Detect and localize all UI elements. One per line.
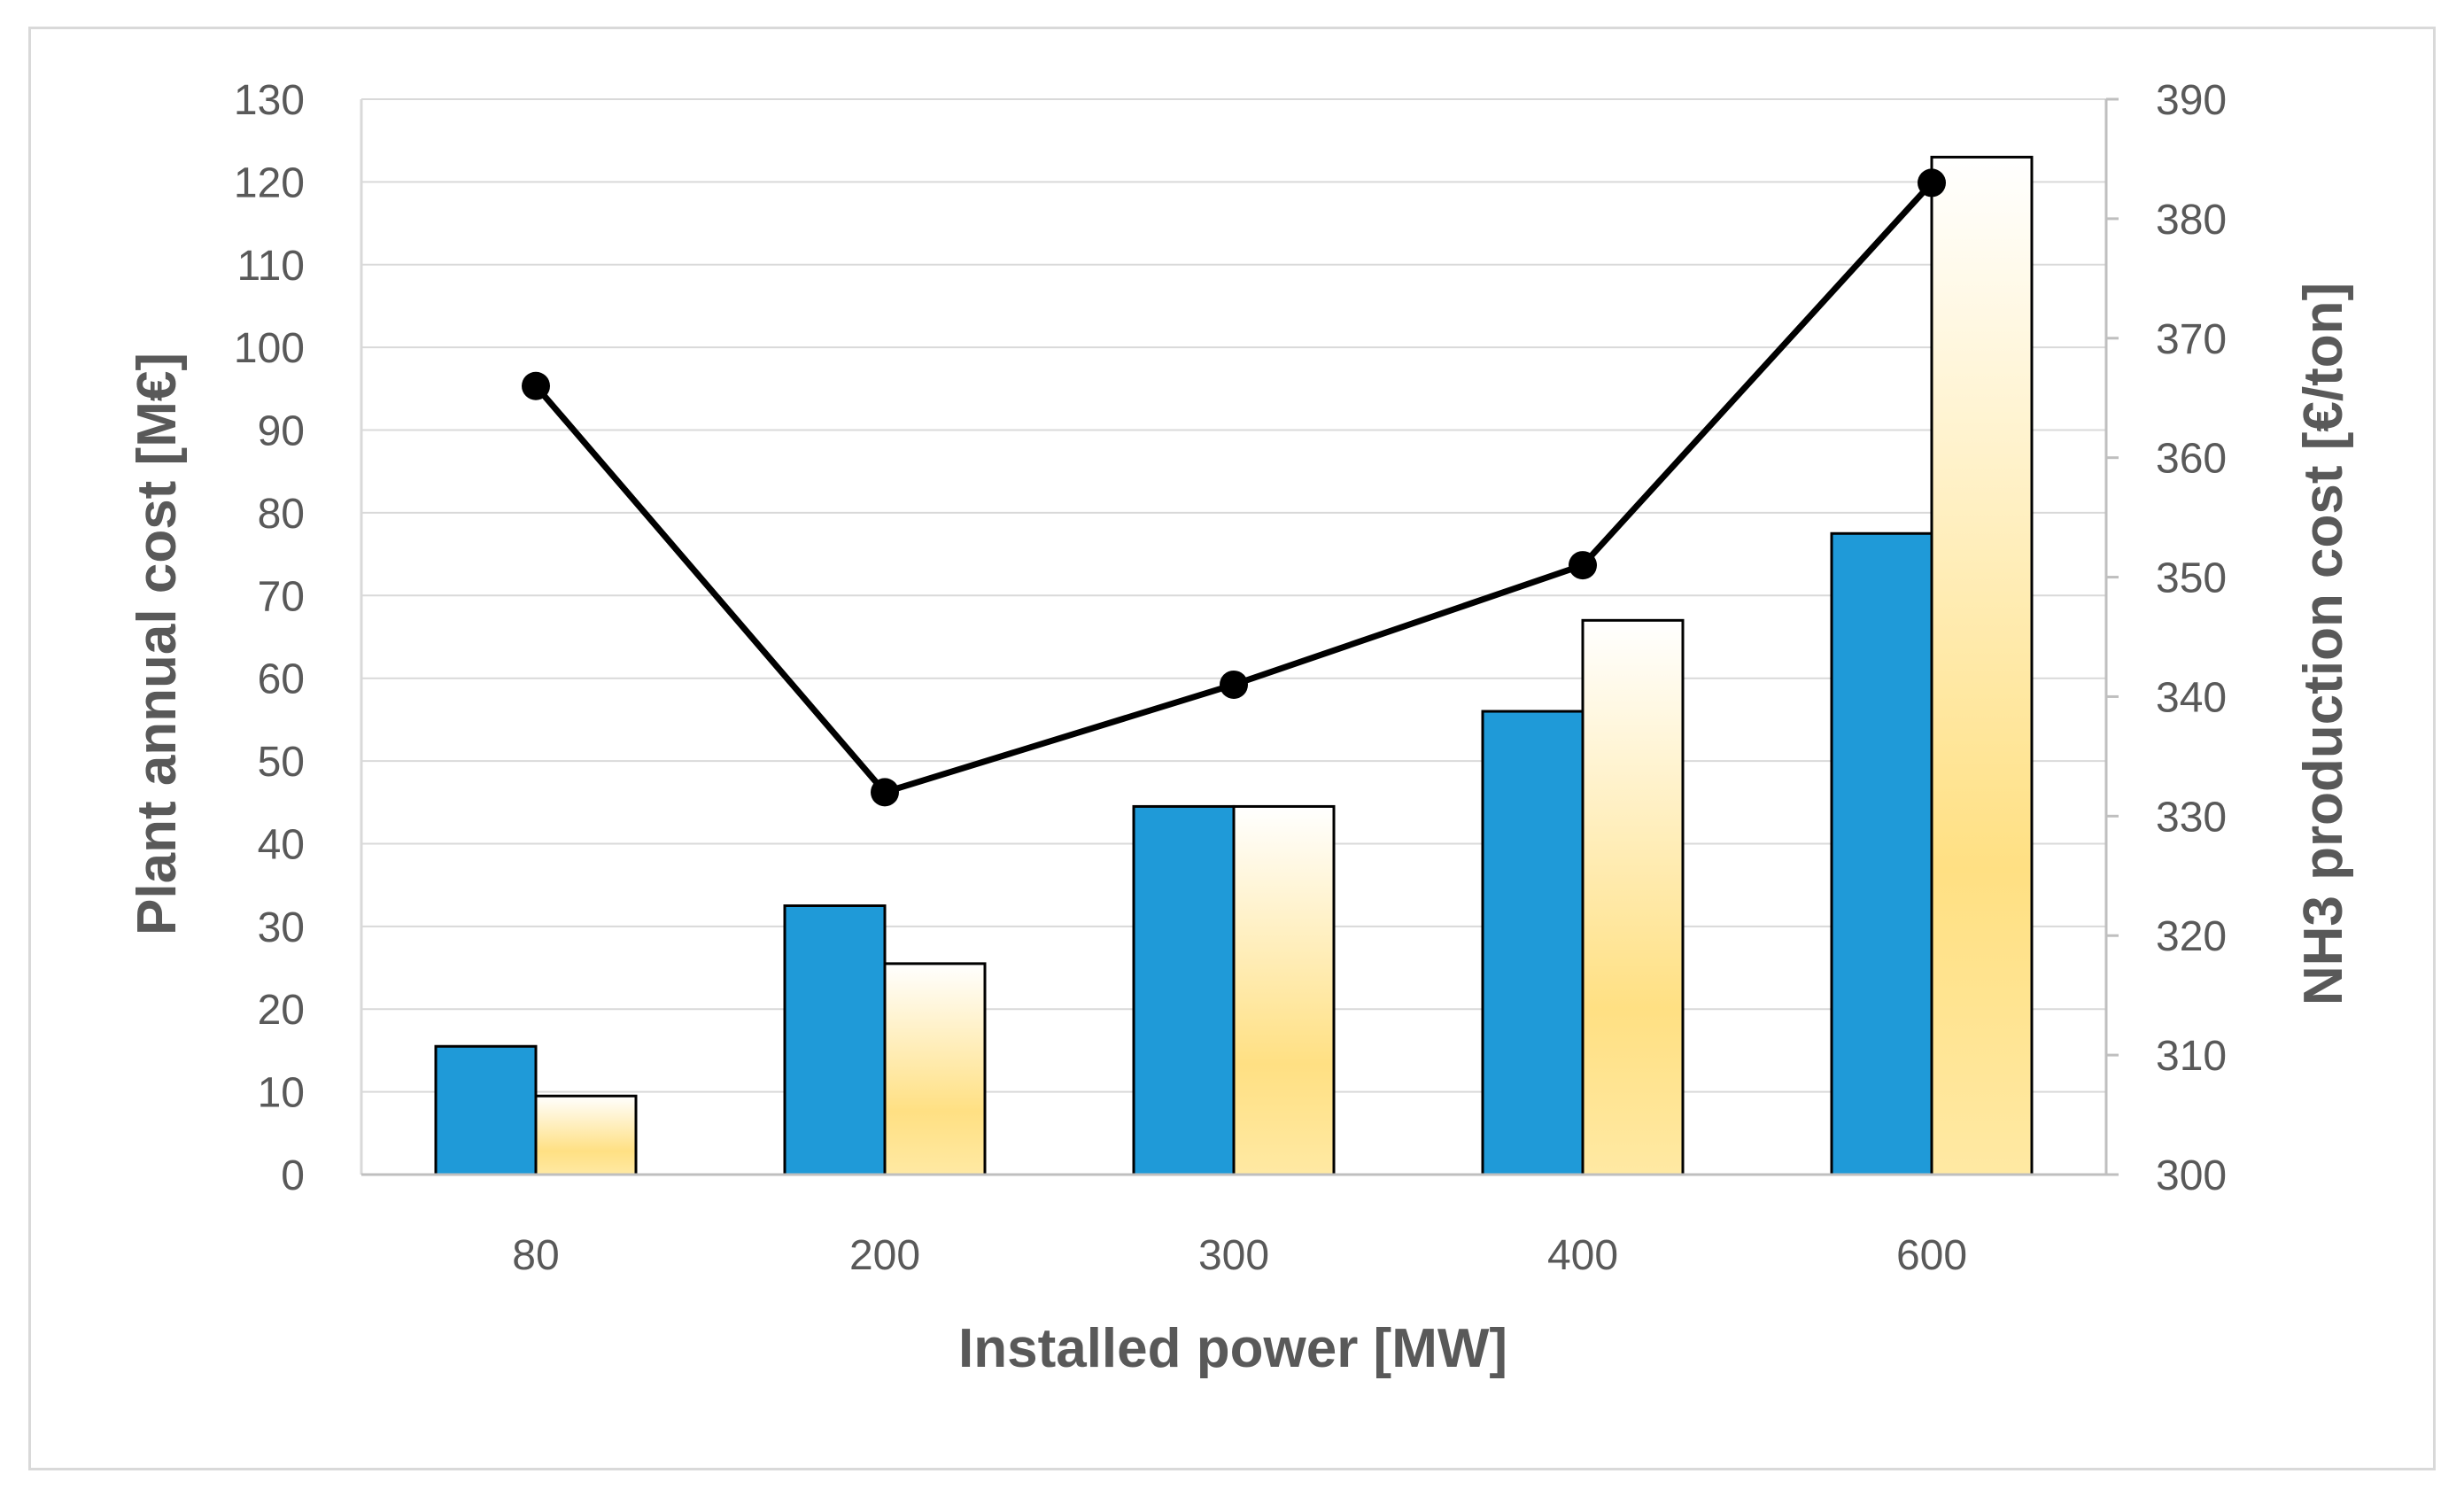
line-point [871, 778, 899, 807]
bar-series2 [534, 1094, 638, 1176]
y-left-tick-label: 10 [258, 1070, 305, 1117]
y-left-tick-label: 100 [234, 325, 305, 372]
y-left-tick-label: 30 [258, 904, 305, 951]
bar-series2 [1581, 618, 1685, 1176]
y-left-tick-label: 40 [258, 821, 305, 868]
bar-series1 [1830, 531, 1933, 1176]
y-right-tick-label: 320 [2156, 913, 2227, 960]
bar-series1 [783, 904, 887, 1176]
bar-series2 [1232, 804, 1336, 1176]
y-left-tick-label: 60 [258, 656, 305, 703]
axes [360, 97, 2119, 1176]
y-right-tick-label: 380 [2156, 197, 2227, 244]
y-left-tick-label: 70 [258, 573, 305, 620]
y-left-tick-label: 50 [258, 739, 305, 786]
line-point [1220, 670, 1248, 699]
line-point [1569, 551, 1597, 580]
chart-frame [28, 27, 2436, 1470]
x-tick-label: 300 [1198, 1232, 1269, 1279]
bar-series2 [1930, 155, 2034, 1176]
x-tick-label: 400 [1547, 1232, 1618, 1279]
bars [434, 155, 2034, 1176]
y-right-tick-label: 390 [2156, 77, 2227, 124]
tick-labels: 0 10 20 30 40 50 60 70 80 90 100 110 120 130 300 310 320… [234, 77, 2227, 1279]
y-left-tick-label: 20 [258, 987, 305, 1034]
y-left-tick-label: 130 [234, 77, 305, 124]
bar-series2 [883, 962, 987, 1176]
y-right-tick-label: 300 [2156, 1152, 2227, 1199]
y-right-tick-label: 310 [2156, 1033, 2227, 1080]
y-left-tick-label: 90 [258, 408, 305, 455]
y-right-tick-label: 350 [2156, 555, 2227, 602]
y-left-tick-label: 80 [258, 491, 305, 538]
bar-series1 [1132, 804, 1236, 1176]
y-left-tick-label: 0 [281, 1152, 305, 1199]
bar-series1 [1481, 710, 1585, 1176]
line-series [522, 168, 1946, 807]
y-left-tick-label: 110 [236, 243, 305, 290]
line-series-path [533, 181, 1934, 795]
y-axis-right-title: NH3 production cost [€/ton] [2293, 283, 2354, 1005]
x-axis-title: Installed power [MW] [958, 1318, 1507, 1379]
y-axis-left-title: Plant annual cost [M€] [127, 353, 188, 935]
y-right-tick-label: 340 [2156, 674, 2227, 721]
gridlines [361, 98, 2106, 1093]
y-right-tick-label: 370 [2156, 316, 2227, 363]
line-point [522, 371, 550, 400]
x-tick-label: 80 [512, 1232, 559, 1279]
y-right-tick-label: 330 [2156, 794, 2227, 841]
line-point [1918, 168, 1946, 198]
x-tick-label: 600 [1896, 1232, 1967, 1279]
bar-series1 [434, 1044, 538, 1176]
y-left-tick-label: 120 [234, 159, 305, 206]
x-tick-label: 200 [849, 1232, 920, 1279]
y-right-tick-label: 360 [2156, 436, 2227, 483]
